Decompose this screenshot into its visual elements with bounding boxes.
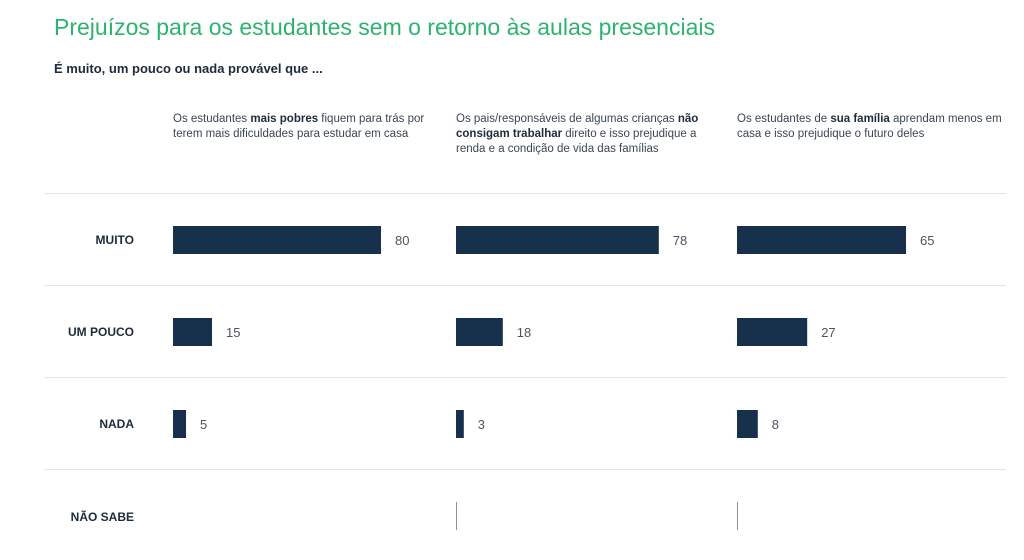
row-label-nao-sabe: NÃO SABE: [70, 510, 134, 524]
panel-header-1-bold: mais pobres: [250, 113, 319, 125]
bar: [173, 226, 381, 254]
panel-header-3: Os estudantes de sua família aprendam me…: [737, 112, 1002, 142]
bar-value-label: 18: [517, 325, 531, 340]
panel-header-2-text: Os pais/responsáveis de algumas crianças: [456, 113, 678, 125]
bar-value-label: 65: [920, 233, 934, 248]
chart-title: Prejuízos para os estudantes sem o retor…: [54, 14, 715, 40]
bar: [737, 318, 808, 346]
bar-value-label: 78: [673, 233, 687, 248]
bar-value-label: 27: [821, 325, 835, 340]
panel-header-2: Os pais/responsáveis de algumas crianças…: [456, 112, 718, 157]
bar: [173, 410, 186, 438]
panel-header-3-text-end: aprendam menos em casa e isso prejudique…: [737, 113, 1002, 140]
row-divider: [44, 469, 1006, 470]
bar-value-label: 8: [772, 417, 779, 432]
bar-value-label: 80: [395, 233, 409, 248]
bar-value-label: 5: [200, 417, 207, 432]
panel-header-1-text-end: fiquem para trás por terem mais dificuld…: [173, 113, 425, 140]
row-label-um-pouco: UM POUCO: [68, 325, 134, 339]
bar: [173, 318, 212, 346]
panel-header-1-text: Os estudantes: [173, 113, 251, 125]
row-label-muito: MUITO: [95, 233, 134, 247]
panel-header-1: Os estudantes mais pobres fiquem para tr…: [173, 112, 438, 142]
row-label-nada: NADA: [99, 417, 134, 431]
bar: [737, 226, 906, 254]
bar: [456, 226, 659, 254]
row-divider: [44, 285, 1006, 286]
row-divider: [44, 377, 1006, 378]
panel-header-2-text-end: direito e isso prejudique a renda e a co…: [456, 128, 697, 155]
row-divider: [44, 193, 1006, 194]
bar: [456, 410, 464, 438]
bar-value-label: 15: [226, 325, 240, 340]
panel-header-3-bold: sua família: [830, 113, 890, 125]
bar-value-label: 3: [478, 417, 485, 432]
bar: [737, 410, 758, 438]
panel-header-3-text: Os estudantes de: [737, 113, 831, 125]
bar: [456, 318, 503, 346]
panel-header-2-bold: não consigam trabalhar: [456, 113, 699, 140]
chart-subtitle: É muito, um pouco ou nada provável que .…: [54, 61, 323, 76]
